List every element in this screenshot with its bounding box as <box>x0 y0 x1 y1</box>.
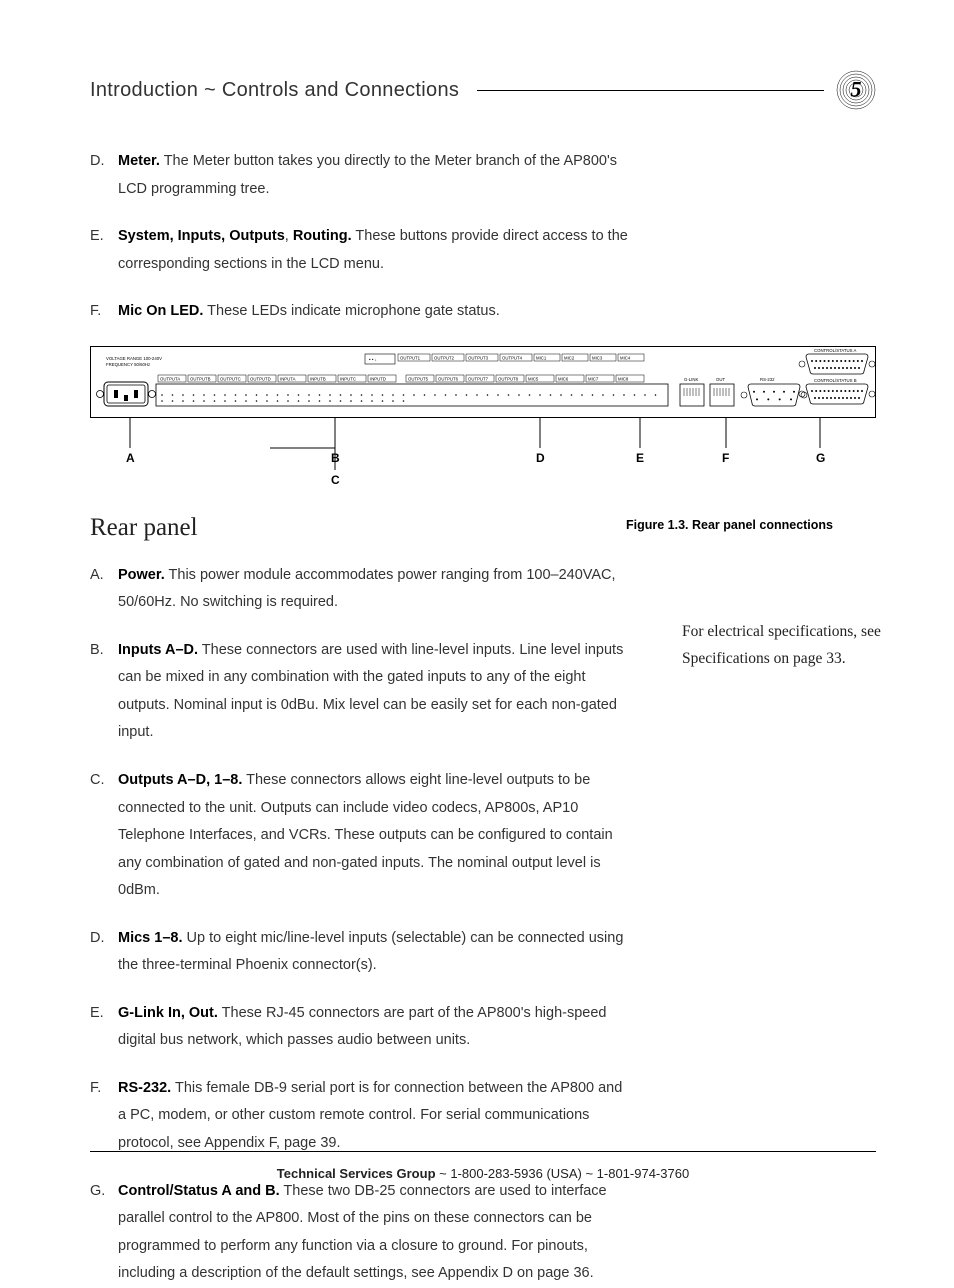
svg-text:OUTPUT4: OUTPUT4 <box>502 355 523 360</box>
page-footer: Technical Services Group ~ 1-800-283-593… <box>90 1151 876 1181</box>
svg-text:G-LINK: G-LINK <box>684 377 698 382</box>
item-letter: C. <box>90 767 118 905</box>
svg-text:OUTPUTC: OUTPUTC <box>220 376 241 381</box>
header-rule <box>477 90 824 91</box>
list-item: F.Mic On LED. These LEDs indicate microp… <box>90 298 876 326</box>
list-item: E.System, Inputs, Outputs, Routing. Thes… <box>90 223 876 278</box>
list-item: C.Outputs A–D, 1–8. These connectors all… <box>90 767 876 905</box>
svg-text:G: G <box>816 451 825 465</box>
svg-text:MIC3: MIC3 <box>592 355 603 360</box>
svg-text:VOLTAGE RANGE 100-240V: VOLTAGE RANGE 100-240V <box>106 356 162 361</box>
svg-text:INPUTD: INPUTD <box>370 376 386 381</box>
svg-text:MIC5: MIC5 <box>528 376 539 381</box>
svg-text:RS-232: RS-232 <box>760 377 775 382</box>
list-item: F.RS-232. This female DB-9 serial port i… <box>90 1075 876 1158</box>
list-item: E.G-Link In, Out. These RJ-45 connectors… <box>90 1000 876 1055</box>
svg-text:CONTROL/STATUS A: CONTROL/STATUS A <box>814 348 856 353</box>
header-title-sub: Controls and Connections <box>222 79 459 101</box>
svg-text:OUTPUT2: OUTPUT2 <box>434 355 455 360</box>
footer-rule <box>90 1151 876 1152</box>
footer-text: Technical Services Group ~ 1-800-283-593… <box>90 1166 876 1181</box>
svg-text:OUTPUT3: OUTPUT3 <box>468 355 489 360</box>
item-letter: G. <box>90 1178 118 1288</box>
svg-text:OUTPUT7: OUTPUT7 <box>468 376 489 381</box>
svg-text:OUTPUTA: OUTPUTA <box>160 376 180 381</box>
svg-text:OUTPUTB: OUTPUTB <box>190 376 211 381</box>
svg-text:A: A <box>126 451 135 465</box>
svg-text:MIC2: MIC2 <box>564 355 575 360</box>
item-letter: A. <box>90 562 118 617</box>
rear-panel-diagram: VOLTAGE RANGE 100-240VFREQUENCY 50/60Hz •… <box>90 346 876 496</box>
svg-text:OUTPUT1: OUTPUT1 <box>400 355 421 360</box>
item-letter: B. <box>90 637 118 747</box>
svg-text:OUTPUTD: OUTPUTD <box>250 376 271 381</box>
footer-strong: Technical Services Group <box>277 1166 436 1181</box>
svg-text:F: F <box>722 451 729 465</box>
item-body: Meter. The Meter button takes you direct… <box>118 148 628 203</box>
item-body: RS-232. This female DB-9 serial port is … <box>118 1075 628 1158</box>
svg-text:MIC1: MIC1 <box>536 355 547 360</box>
item-body: Inputs A–D. These connectors are used wi… <box>118 637 628 747</box>
header-title: Introduction ~ Controls and Connections <box>90 79 459 102</box>
item-body: G-Link In, Out. These RJ-45 connectors a… <box>118 1000 628 1055</box>
list-item: D.Mics 1–8. Up to eight mic/line-level i… <box>90 925 876 980</box>
intro-list: D.Meter. The Meter button takes you dire… <box>90 148 876 326</box>
svg-text:OUTPUT6: OUTPUT6 <box>438 376 459 381</box>
svg-text:MIC7: MIC7 <box>588 376 599 381</box>
figure-caption: Figure 1.3. Rear panel connections <box>626 514 876 532</box>
svg-text:OUTPUT8: OUTPUT8 <box>498 376 519 381</box>
svg-text:E: E <box>636 451 644 465</box>
item-body: Outputs A–D, 1–8. These connectors allow… <box>118 767 628 905</box>
svg-text:MIC8: MIC8 <box>618 376 629 381</box>
item-body: Power. This power module accommodates po… <box>118 562 628 617</box>
svg-text:CONTROL/STATUS B: CONTROL/STATUS B <box>814 378 857 383</box>
item-letter: D. <box>90 148 118 203</box>
item-body: Mics 1–8. Up to eight mic/line-level inp… <box>118 925 628 980</box>
side-note: For electrical specifications, see Speci… <box>682 618 892 672</box>
item-letter: D. <box>90 925 118 980</box>
svg-text:INPUTB: INPUTB <box>310 376 326 381</box>
svg-text:FREQUENCY 50/60Hz: FREQUENCY 50/60Hz <box>106 362 150 367</box>
svg-text:C: C <box>331 473 340 487</box>
item-letter: E. <box>90 1000 118 1055</box>
svg-text:D: D <box>536 451 545 465</box>
item-body: Control/Status A and B. These two DB-25 … <box>118 1178 628 1288</box>
header-title-sep: ~ <box>198 79 222 101</box>
item-body: System, Inputs, Outputs, Routing. These … <box>118 223 628 278</box>
svg-text:OUT: OUT <box>716 377 725 382</box>
list-item: A.Power. This power module accommodates … <box>90 562 876 617</box>
item-letter: E. <box>90 223 118 278</box>
svg-text:MIC6: MIC6 <box>558 376 569 381</box>
list-item: G.Control/Status A and B. These two DB-2… <box>90 1178 876 1288</box>
item-letter: F. <box>90 298 118 326</box>
item-body: Mic On LED. These LEDs indicate micropho… <box>118 298 500 326</box>
svg-text:MIC4: MIC4 <box>620 355 631 360</box>
page-number: 5 <box>851 76 862 102</box>
svg-text:INPUTA: INPUTA <box>280 376 296 381</box>
header-title-main: Introduction <box>90 79 198 101</box>
page-number-badge: 5 <box>836 70 876 110</box>
svg-text:INPUTC: INPUTC <box>340 376 356 381</box>
item-letter: F. <box>90 1075 118 1158</box>
footer-rest: ~ 1-800-283-5936 (USA) ~ 1-801-974-3760 <box>436 1166 690 1181</box>
page-header: Introduction ~ Controls and Connections … <box>90 70 876 110</box>
section-heading: Rear panel <box>90 514 626 542</box>
svg-text:OUTPUT5: OUTPUT5 <box>408 376 429 381</box>
svg-text:• • ↓: • • ↓ <box>369 357 377 362</box>
list-item: D.Meter. The Meter button takes you dire… <box>90 148 876 203</box>
